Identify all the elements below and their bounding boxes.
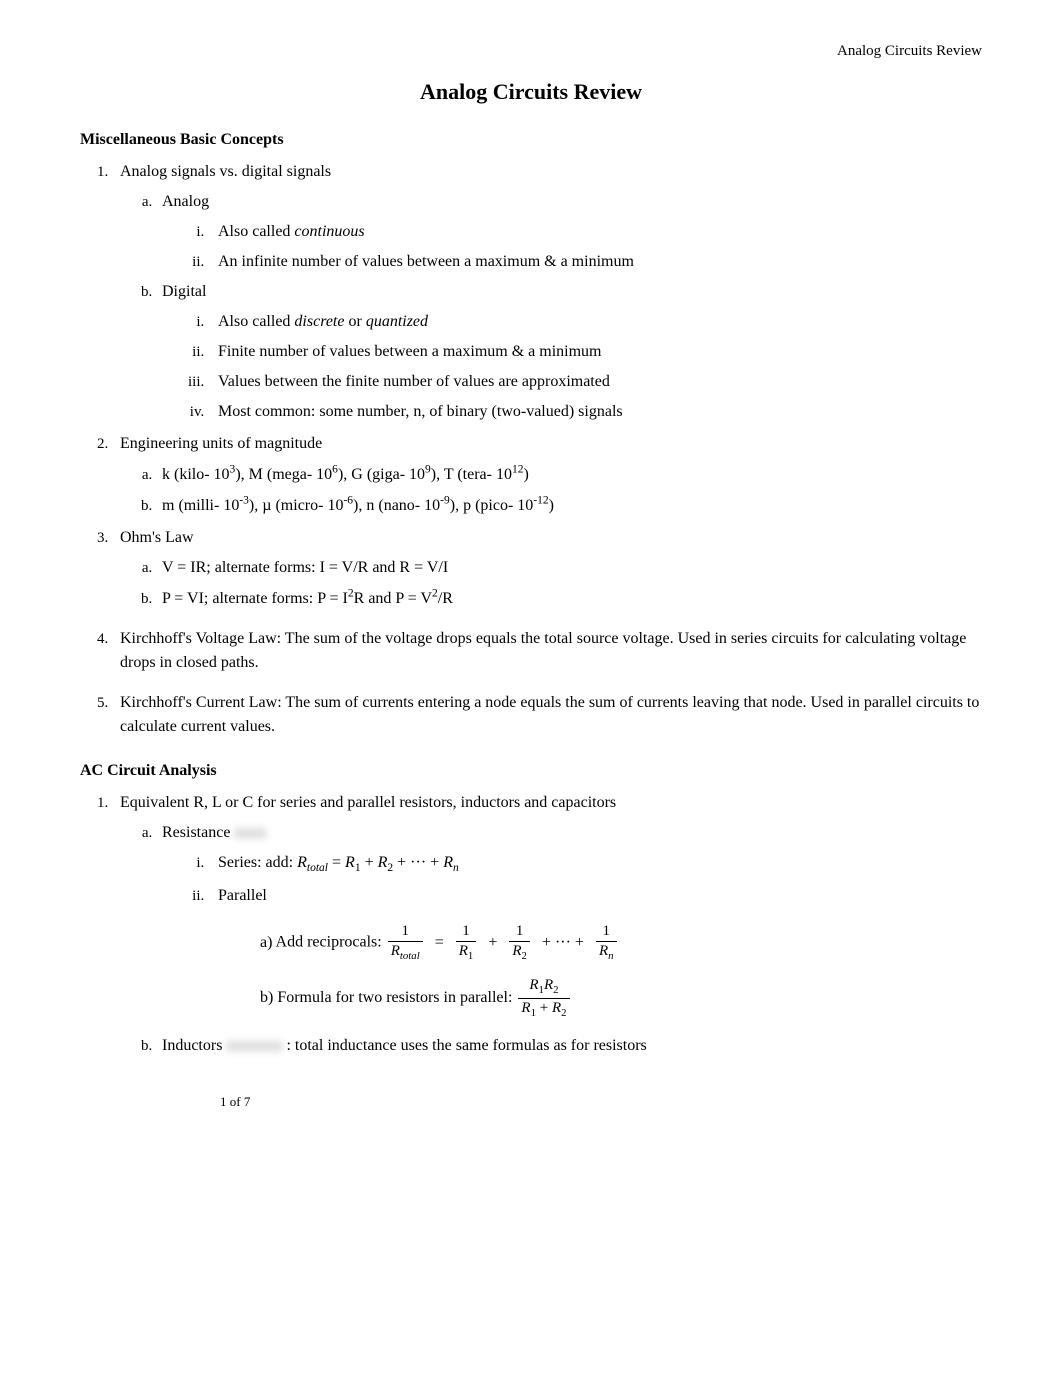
sub-list: Resistance xxxx Series: add: Rtotal = R1… (120, 821, 982, 1058)
numerator: 1 (513, 924, 527, 941)
ellipsis: + ··· + (542, 931, 584, 955)
fraction: 1 Rtotal (388, 924, 423, 962)
list-item: k (kilo- 103), M (mega- 106), G (giga- 1… (156, 462, 982, 487)
document-title: Analog Circuits Review (80, 75, 982, 108)
redacted-text: xxxxxxx (226, 1037, 282, 1054)
list-item: Series: add: Rtotal = R1 + R2 + ··· + Rn (208, 851, 982, 877)
list-item-text: Digital (162, 283, 206, 300)
sub-sub-list: Also called continuous An infinite numbe… (162, 220, 982, 274)
list-item-text: Kirchhoff's Voltage Law: The sum of the … (120, 630, 966, 671)
list-item-text: Equivalent R, L or C for series and para… (120, 794, 616, 811)
list-item: An infinite number of values between a m… (208, 250, 982, 274)
equals-sign: = (435, 931, 444, 955)
list-item: Finite number of values between a maximu… (208, 340, 982, 364)
list-item-text: P = VI; alternate forms: P = I2R and P =… (162, 590, 453, 607)
numerator: 1 (459, 924, 473, 941)
list-item-text: Values between the finite number of valu… (218, 373, 610, 390)
italic-term: quantized (366, 313, 428, 330)
list-item-text: An infinite number of values between a m… (218, 253, 634, 270)
list-item: Analog signals vs. digital signals Analo… (112, 160, 982, 424)
list-item-text: Also called (218, 223, 294, 240)
list-item-text: Series: add: (218, 854, 297, 871)
italic-term: continuous (294, 223, 364, 240)
ac-list: Equivalent R, L or C for series and para… (80, 791, 982, 1058)
list-item-text: Finite number of values between a maximu… (218, 343, 601, 360)
list-item-text: Analog signals vs. digital signals (120, 163, 331, 180)
numerator: R1R2 (526, 978, 561, 998)
paren-list: Add reciprocals: 1 Rtotal = 1 (218, 924, 982, 1018)
list-item: Also called continuous (208, 220, 982, 244)
list-item: Add reciprocals: 1 Rtotal = 1 (254, 924, 982, 962)
list-item-text: Also called (218, 313, 294, 330)
list-item-text: Inductors (162, 1037, 222, 1054)
section-heading-ac: AC Circuit Analysis (80, 759, 982, 783)
list-item: Analog Also called continuous An infinit… (156, 190, 982, 274)
list-item: Inductors xxxxxxx : total inductance use… (156, 1034, 982, 1058)
misc-list: Analog signals vs. digital signals Analo… (80, 160, 982, 740)
running-header: Analog Circuits Review (80, 40, 982, 63)
list-item: Equivalent R, L or C for series and para… (112, 791, 982, 1058)
sub-list: Analog Also called continuous An infinit… (120, 190, 982, 424)
list-item: Values between the finite number of valu… (208, 370, 982, 394)
list-item-text: Parallel (218, 887, 267, 904)
list-item: Formula for two resistors in parallel: R… (254, 978, 982, 1019)
denominator: Rn (596, 941, 617, 962)
list-item: m (milli- 10-3), µ (micro- 10-6), n (nan… (156, 493, 982, 518)
list-item: Ohm's Law V = IR; alternate forms: I = V… (112, 526, 982, 611)
list-item: Kirchhoff's Current Law: The sum of curr… (112, 691, 982, 739)
denominator: R1 (456, 941, 477, 962)
list-item: Resistance xxxx Series: add: Rtotal = R1… (156, 821, 982, 1018)
list-item: Parallel Add reciprocals: 1 Rtotal = (208, 884, 982, 1018)
equation-reciprocals: 1 Rtotal = 1 R1 + (386, 924, 619, 962)
list-item-text: Most common: some number, n, of binary (… (218, 403, 623, 420)
list-item: Digital Also called discrete or quantize… (156, 280, 982, 424)
sub-list: k (kilo- 103), M (mega- 106), G (giga- 1… (120, 462, 982, 519)
list-item-text: Formula for two resistors in parallel: (277, 989, 516, 1006)
redacted-text: xxxx (234, 824, 266, 841)
section-heading-misc: Miscellaneous Basic Concepts (80, 128, 982, 152)
italic-term: discrete (294, 313, 344, 330)
list-item-text: V = IR; alternate forms: I = V/R and R =… (162, 559, 448, 576)
denominator: Rtotal (388, 941, 423, 962)
equation-series: Rtotal = R1 + R2 + ··· + Rn (297, 854, 459, 871)
list-item-text: Ohm's Law (120, 529, 194, 546)
numerator: 1 (599, 924, 613, 941)
list-item-text: or (344, 313, 365, 330)
list-item: Also called discrete or quantized (208, 310, 982, 334)
denominator: R2 (509, 941, 530, 962)
list-item-text: Kirchhoff's Current Law: The sum of curr… (120, 694, 979, 735)
list-item-text: Resistance (162, 824, 230, 841)
equation-two-parallel: R1R2 R1 + R2 (516, 978, 571, 1019)
list-item: V = IR; alternate forms: I = V/R and R =… (156, 556, 982, 580)
sub-sub-list: Series: add: Rtotal = R1 + R2 + ··· + Rn… (162, 851, 982, 1018)
fraction: R1R2 R1 + R2 (518, 978, 569, 1019)
list-item: Engineering units of magnitude k (kilo- … (112, 432, 982, 519)
fraction: 1 R2 (509, 924, 530, 962)
list-item: P = VI; alternate forms: P = I2R and P =… (156, 586, 982, 611)
list-item-text: k (kilo- 103), M (mega- 106), G (giga- 1… (162, 466, 529, 483)
fraction: 1 Rn (596, 924, 617, 962)
plus-sign: + (488, 931, 497, 955)
list-item-text: : total inductance uses the same formula… (286, 1037, 646, 1054)
fraction: 1 R1 (456, 924, 477, 962)
list-item: Most common: some number, n, of binary (… (208, 400, 982, 424)
page-footer: 1 of 7 (80, 1092, 982, 1112)
list-item-text: Engineering units of magnitude (120, 435, 322, 452)
sub-list: V = IR; alternate forms: I = V/R and R =… (120, 556, 982, 611)
list-item-text: Add reciprocals: (276, 934, 386, 951)
list-item-text: m (milli- 10-3), µ (micro- 10-6), n (nan… (162, 497, 554, 514)
denominator: R1 + R2 (518, 998, 569, 1019)
list-item-text: Analog (162, 193, 209, 210)
numerator: 1 (398, 924, 412, 941)
sub-sub-list: Also called discrete or quantized Finite… (162, 310, 982, 424)
list-item: Kirchhoff's Voltage Law: The sum of the … (112, 627, 982, 675)
